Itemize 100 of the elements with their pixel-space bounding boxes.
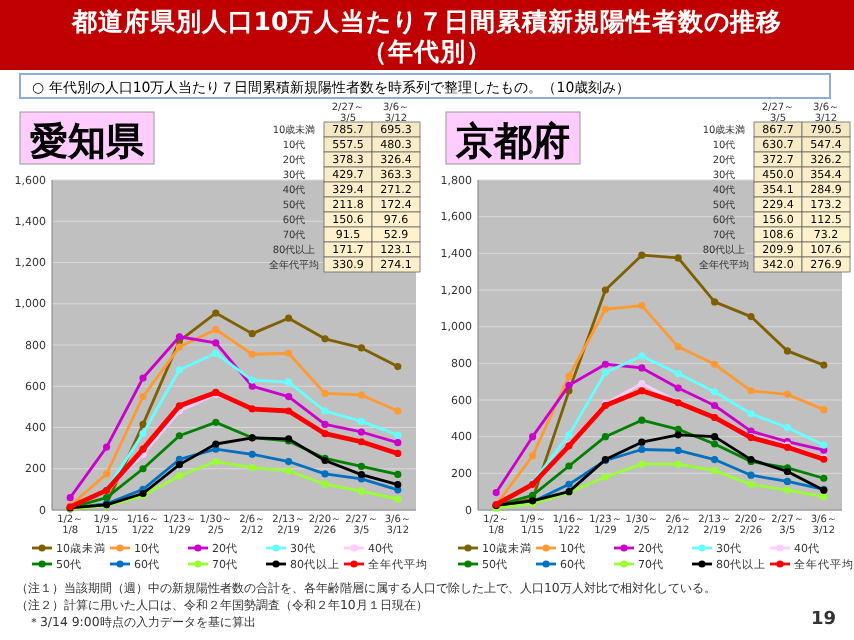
point	[747, 471, 755, 479]
point	[175, 366, 183, 374]
point	[66, 494, 74, 502]
point	[175, 432, 183, 440]
point	[321, 480, 329, 488]
point	[820, 406, 828, 414]
point	[820, 361, 828, 369]
point	[212, 457, 220, 466]
point	[357, 487, 365, 495]
point	[357, 462, 365, 470]
point	[212, 418, 220, 426]
point	[711, 440, 719, 448]
point	[711, 466, 719, 475]
point	[285, 349, 293, 357]
text: 19	[810, 610, 836, 630]
point	[820, 492, 828, 501]
point	[601, 286, 609, 294]
point	[674, 431, 682, 439]
point	[565, 431, 573, 439]
point	[394, 470, 402, 479]
point	[783, 347, 791, 355]
point	[139, 430, 147, 438]
point	[321, 389, 329, 398]
point	[638, 301, 646, 310]
point	[565, 480, 573, 488]
point	[674, 254, 682, 262]
point	[285, 392, 293, 401]
point	[674, 446, 682, 455]
point	[212, 440, 220, 448]
point	[248, 464, 256, 472]
point	[139, 465, 147, 473]
point	[638, 445, 646, 454]
point	[321, 420, 329, 429]
point	[285, 314, 293, 322]
point	[394, 495, 402, 503]
point	[212, 349, 220, 357]
point	[139, 445, 147, 453]
point	[321, 335, 329, 343]
point	[674, 343, 682, 351]
point	[321, 470, 329, 478]
point	[357, 391, 365, 399]
point	[175, 461, 183, 469]
point	[248, 376, 256, 384]
point	[711, 360, 719, 368]
point	[357, 417, 365, 425]
point	[674, 460, 682, 468]
point	[783, 390, 791, 398]
point	[285, 378, 293, 386]
point	[175, 472, 183, 480]
point	[248, 330, 256, 338]
point	[175, 402, 183, 410]
point	[394, 439, 402, 447]
point	[139, 392, 147, 401]
point	[747, 312, 755, 321]
point	[357, 344, 365, 352]
point	[492, 488, 500, 497]
point	[103, 443, 111, 451]
point	[357, 470, 365, 479]
point	[711, 388, 719, 396]
point	[565, 381, 573, 389]
point	[565, 462, 573, 470]
point	[711, 401, 719, 410]
point	[285, 467, 293, 475]
point	[248, 450, 256, 458]
point	[820, 474, 828, 482]
point	[601, 368, 609, 377]
point	[638, 438, 646, 446]
point	[674, 384, 682, 392]
point	[638, 387, 646, 395]
point	[783, 423, 791, 432]
point	[601, 473, 609, 481]
point	[747, 480, 755, 488]
point	[103, 470, 111, 478]
point	[357, 428, 365, 436]
point	[711, 433, 719, 441]
point	[747, 387, 755, 395]
point	[638, 460, 646, 468]
point	[747, 410, 755, 418]
point	[212, 325, 220, 334]
point	[139, 374, 147, 382]
point	[674, 369, 682, 378]
point	[711, 455, 719, 464]
point	[638, 352, 646, 360]
point	[394, 481, 402, 489]
point	[139, 420, 147, 429]
point	[783, 477, 791, 485]
point	[285, 457, 293, 466]
point	[248, 382, 256, 390]
point	[529, 452, 537, 460]
point	[321, 407, 329, 415]
point	[248, 350, 256, 358]
point	[394, 431, 402, 439]
point	[783, 486, 791, 494]
point	[711, 298, 719, 306]
point	[529, 433, 537, 441]
point	[565, 372, 573, 380]
point	[212, 339, 220, 347]
point	[638, 251, 646, 259]
point	[638, 416, 646, 424]
point	[394, 362, 402, 371]
